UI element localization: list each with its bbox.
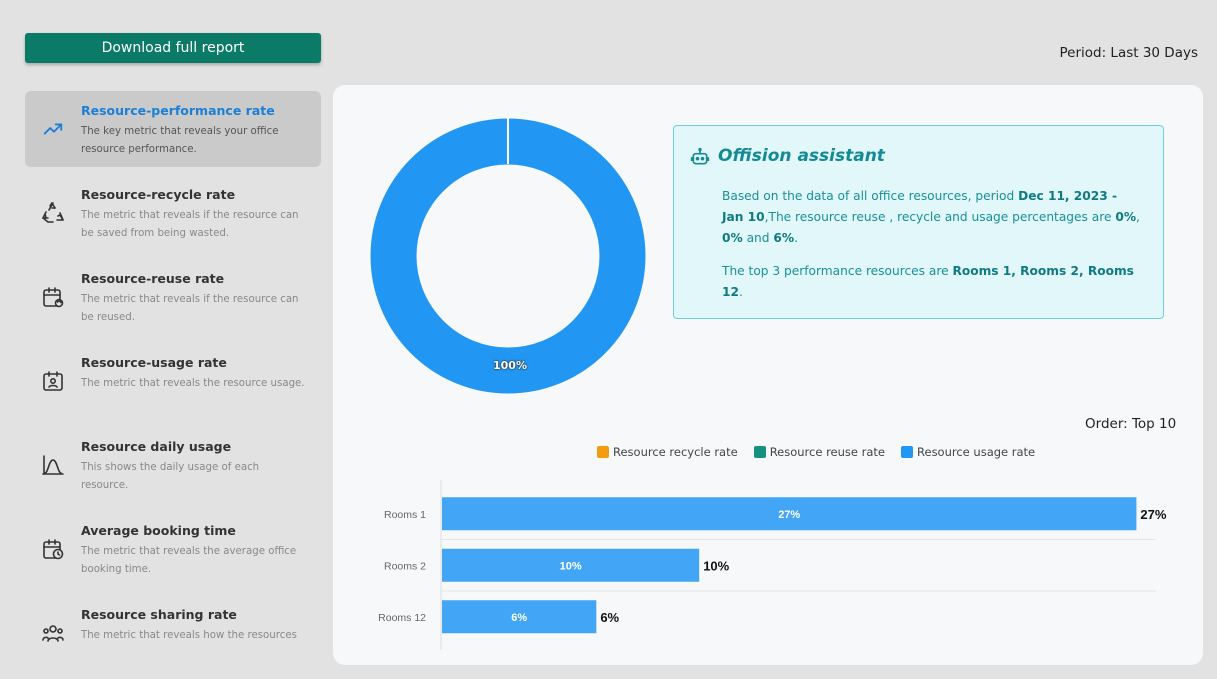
sidebar-item-desc: The metric that reveals if the resource … <box>81 294 299 323</box>
bar <box>442 600 597 634</box>
sidebar-item-daily-usage[interactable]: Resource daily usage This shows the dail… <box>25 427 321 503</box>
legend-label: Resource recycle rate <box>613 445 738 459</box>
legend-item-usage[interactable]: Resource usage rate <box>901 445 1035 459</box>
bar-end-label: 27% <box>1140 507 1166 522</box>
recycle-icon <box>41 201 65 225</box>
sidebar-item-title: Resource sharing rate <box>81 607 237 622</box>
legend-swatch <box>753 446 766 458</box>
sidebar-item-title: Resource-reuse rate <box>81 271 225 286</box>
category-label: Rooms 1 <box>384 509 426 521</box>
donut-slice-label: 100% <box>493 359 527 372</box>
sidebar-item-title: Average booking time <box>81 523 236 538</box>
category-label: Rooms 12 <box>378 612 426 624</box>
sidebar: Resource-performance rate The key metric… <box>25 91 321 679</box>
legend-swatch <box>597 446 609 458</box>
bell-curve-icon <box>41 453 65 477</box>
sidebar-item-recycle-rate[interactable]: Resource-recycle rate The metric that re… <box>25 175 321 251</box>
sidebar-item-desc: The metric that reveals the resource usa… <box>81 378 305 389</box>
robot-icon <box>690 147 710 171</box>
sidebar-item-desc: The metric that reveals how the resource… <box>81 630 297 641</box>
bar-chart: Rooms 1 27% 27% Rooms 2 10% 10% Rooms 12 6% 6% <box>378 480 1167 650</box>
sidebar-item-desc: The metric that reveals the average offi… <box>81 546 297 575</box>
download-report-button[interactable]: Download full report <box>25 33 321 63</box>
bar-end-label: 6% <box>600 610 619 625</box>
sidebar-item-reuse-rate[interactable]: Resource-reuse rate The metric that reve… <box>25 259 321 335</box>
assistant-title: Offision assistant <box>718 146 885 166</box>
assistant-summary: Based on the data of all office resource… <box>722 189 1140 245</box>
sidebar-item-usage-rate[interactable]: Resource-usage rate The metric that reve… <box>25 343 321 419</box>
assistant-top-resources: The top 3 performance resources are Room… <box>722 264 1134 299</box>
bar-end-label: 10% <box>703 558 729 573</box>
people-group-icon <box>41 621 65 645</box>
legend-label: Resource usage rate <box>917 445 1036 459</box>
sidebar-item-title: Resource-recycle rate <box>81 187 236 202</box>
calendar-clock-icon <box>41 537 65 561</box>
sidebar-item-desc: The metric that reveals if the resource … <box>81 210 299 239</box>
category-label: Rooms 2 <box>384 560 426 572</box>
trend-up-icon <box>41 117 65 141</box>
bar <box>442 497 1137 531</box>
donut-ring <box>370 118 646 394</box>
sidebar-item-performance-rate[interactable]: Resource-performance rate The key metric… <box>25 91 321 167</box>
period-label[interactable]: Period: Last 30 Days <box>1059 45 1198 61</box>
legend-label: Resource reuse rate <box>769 445 886 459</box>
sidebar-item-title: Resource-performance rate <box>81 103 275 118</box>
bar-value-label: 10% <box>560 560 582 572</box>
calendar-user-icon <box>41 369 65 393</box>
sidebar-item-avg-booking-time[interactable]: Average booking time The metric that rev… <box>25 511 321 587</box>
bar-value-label: 6% <box>511 612 527 624</box>
legend-swatch <box>901 446 914 458</box>
chart-legend: Resource recycle rate Resource reuse rat… <box>597 445 1035 459</box>
bar <box>442 548 700 582</box>
legend-item-recycle[interactable]: Resource recycle rate <box>597 445 738 459</box>
sidebar-item-title: Resource daily usage <box>81 439 232 454</box>
legend-item-reuse[interactable]: Resource reuse rate <box>753 445 886 459</box>
sidebar-item-sharing-rate[interactable]: Resource sharing rate The metric that re… <box>25 595 321 671</box>
sidebar-item-title: Resource-usage rate <box>81 355 227 370</box>
order-label[interactable]: Order: Top 10 <box>1085 416 1177 432</box>
assistant-card: Offision assistant Based on the data of … <box>673 125 1164 319</box>
main-panel: 100% Offision assistant Based on the dat… <box>333 85 1203 665</box>
calendar-refresh-icon <box>41 285 65 309</box>
bar-value-label: 27% <box>778 509 800 521</box>
sidebar-item-desc: The key metric that reveals your office … <box>81 126 279 155</box>
sidebar-item-desc: This shows the daily usage of each resou… <box>81 462 260 491</box>
donut-chart[interactable] <box>370 118 646 394</box>
